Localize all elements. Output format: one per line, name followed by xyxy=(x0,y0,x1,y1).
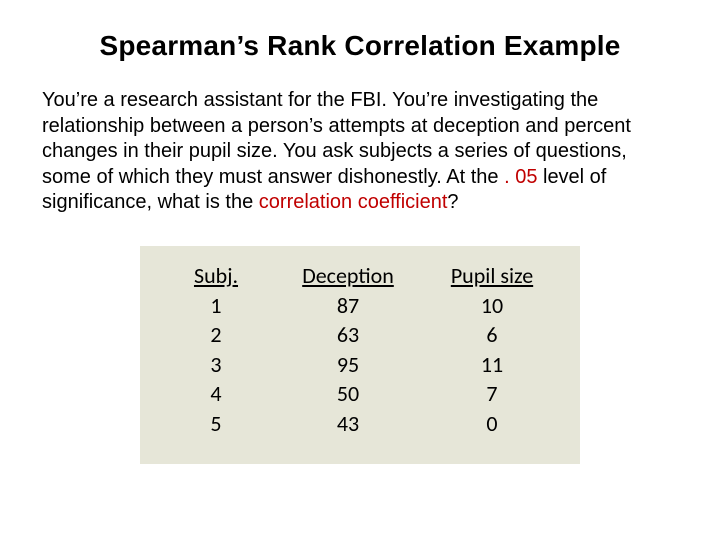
table-row: 5 43 0 xyxy=(160,409,560,439)
cell-pupil: 11 xyxy=(424,350,560,380)
cell-subj: 5 xyxy=(160,409,272,439)
table-row: 2 63 6 xyxy=(160,320,560,350)
table-row: 1 87 10 xyxy=(160,291,560,321)
data-table: Subj. Deception Pupil size 1 87 10 2 63 … xyxy=(160,260,560,439)
table-row: 4 50 7 xyxy=(160,379,560,409)
cell-subj: 1 xyxy=(160,291,272,321)
table-header-row: Subj. Deception Pupil size xyxy=(160,260,560,291)
paragraph-post: ? xyxy=(447,191,458,213)
table-row: 3 95 11 xyxy=(160,350,560,380)
cell-deception: 50 xyxy=(272,379,424,409)
cell-deception: 63 xyxy=(272,320,424,350)
significance-level: . 05 xyxy=(504,166,537,188)
cell-subj: 3 xyxy=(160,350,272,380)
cell-subj: 2 xyxy=(160,320,272,350)
cell-pupil: 6 xyxy=(424,320,560,350)
cell-deception: 43 xyxy=(272,409,424,439)
correlation-coefficient-term: correlation coefficient xyxy=(259,191,448,213)
col-header-deception: Deception xyxy=(272,260,424,291)
col-header-pupil: Pupil size xyxy=(424,260,560,291)
data-table-container: Subj. Deception Pupil size 1 87 10 2 63 … xyxy=(140,246,580,465)
cell-deception: 95 xyxy=(272,350,424,380)
cell-subj: 4 xyxy=(160,379,272,409)
col-header-subj: Subj. xyxy=(160,260,272,291)
cell-pupil: 0 xyxy=(424,409,560,439)
slide-title: Spearman’s Rank Correlation Example xyxy=(40,30,680,62)
body-paragraph: You’re a research assistant for the FBI.… xyxy=(40,88,680,216)
cell-pupil: 7 xyxy=(424,379,560,409)
cell-deception: 87 xyxy=(272,291,424,321)
cell-pupil: 10 xyxy=(424,291,560,321)
